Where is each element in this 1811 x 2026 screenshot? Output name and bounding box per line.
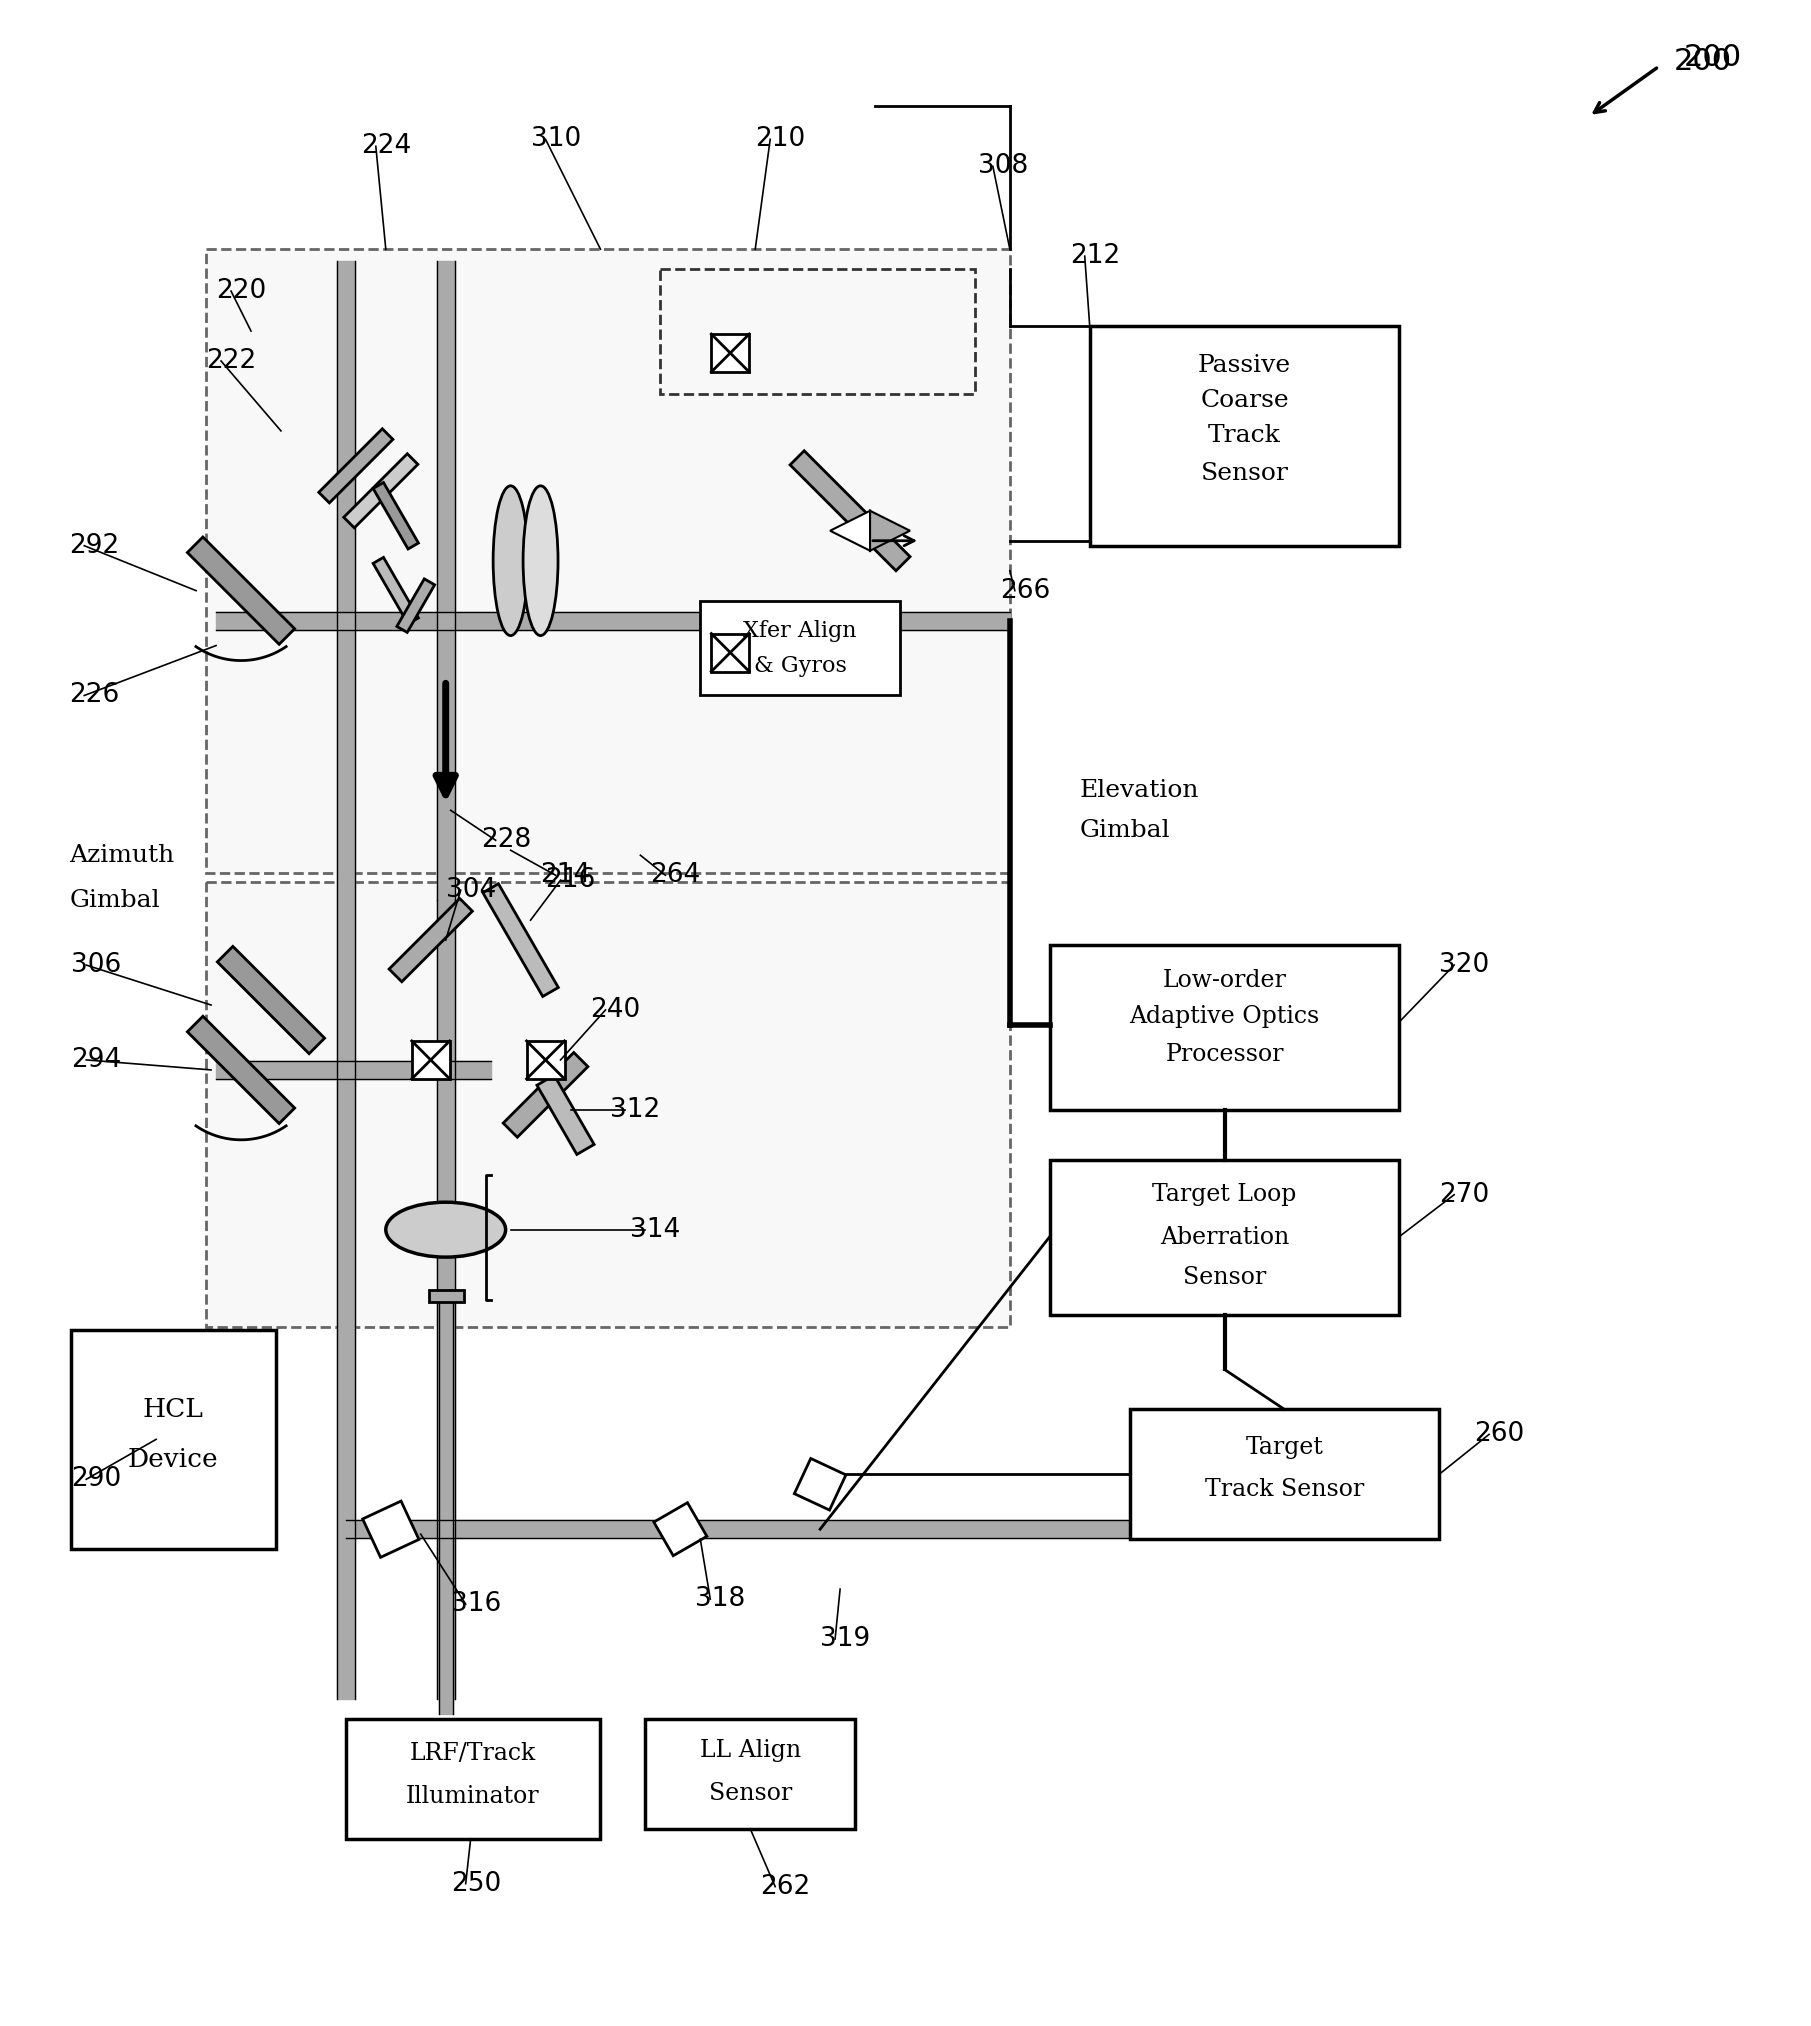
Text: 292: 292 bbox=[69, 533, 120, 559]
Text: Gimbal: Gimbal bbox=[69, 889, 159, 912]
Text: 240: 240 bbox=[590, 997, 641, 1023]
Text: & Gyros: & Gyros bbox=[753, 654, 846, 677]
Text: 226: 226 bbox=[69, 683, 120, 709]
Text: 316: 316 bbox=[451, 1590, 502, 1617]
Polygon shape bbox=[344, 454, 418, 529]
Bar bbox=[1050, 944, 1400, 1110]
Text: Target Loop: Target Loop bbox=[1152, 1183, 1297, 1205]
Text: 290: 290 bbox=[71, 1467, 121, 1493]
Text: 318: 318 bbox=[695, 1586, 746, 1613]
Bar bbox=[206, 249, 1011, 873]
Text: Device: Device bbox=[129, 1447, 219, 1471]
Text: Elevation: Elevation bbox=[1079, 778, 1199, 802]
Bar bbox=[1130, 1410, 1440, 1540]
Polygon shape bbox=[536, 1076, 594, 1155]
Polygon shape bbox=[790, 450, 911, 571]
Text: 308: 308 bbox=[978, 154, 1029, 178]
Bar bbox=[527, 1041, 565, 1080]
Text: 270: 270 bbox=[1440, 1181, 1489, 1207]
Text: 220: 220 bbox=[216, 278, 266, 304]
Text: 224: 224 bbox=[360, 134, 411, 160]
Text: 304: 304 bbox=[446, 877, 496, 904]
Text: 216: 216 bbox=[545, 867, 596, 893]
Polygon shape bbox=[869, 511, 909, 551]
Text: 250: 250 bbox=[451, 1870, 502, 1896]
Polygon shape bbox=[389, 898, 473, 983]
Text: 314: 314 bbox=[630, 1218, 681, 1242]
Text: Sensor: Sensor bbox=[1201, 462, 1288, 486]
Text: HCL: HCL bbox=[143, 1396, 203, 1422]
Bar bbox=[1050, 1159, 1400, 1315]
Text: 319: 319 bbox=[820, 1627, 871, 1651]
Text: Gimbal: Gimbal bbox=[1079, 819, 1170, 841]
Polygon shape bbox=[373, 557, 418, 624]
Polygon shape bbox=[397, 579, 435, 632]
Text: Xfer Align: Xfer Align bbox=[743, 620, 857, 642]
Text: Azimuth: Azimuth bbox=[69, 843, 174, 867]
Polygon shape bbox=[373, 482, 418, 549]
Text: 310: 310 bbox=[531, 126, 581, 152]
Bar bbox=[411, 1041, 449, 1080]
Text: 294: 294 bbox=[71, 1047, 121, 1074]
Text: Illuminator: Illuminator bbox=[406, 1785, 540, 1809]
Ellipse shape bbox=[493, 486, 529, 636]
Bar bbox=[645, 1718, 855, 1829]
Text: Sensor: Sensor bbox=[1183, 1266, 1266, 1289]
Bar bbox=[712, 334, 750, 373]
Text: 212: 212 bbox=[1070, 243, 1119, 269]
Polygon shape bbox=[503, 1054, 589, 1137]
Bar bbox=[701, 600, 900, 695]
Text: LRF/Track: LRF/Track bbox=[409, 1742, 536, 1765]
Polygon shape bbox=[187, 537, 295, 644]
Bar bbox=[661, 269, 974, 393]
Text: Adaptive Optics: Adaptive Optics bbox=[1130, 1005, 1320, 1029]
Text: 266: 266 bbox=[1000, 577, 1050, 604]
Text: Target: Target bbox=[1246, 1436, 1324, 1459]
Bar bbox=[346, 1718, 601, 1840]
Polygon shape bbox=[795, 1459, 846, 1509]
Polygon shape bbox=[319, 430, 393, 502]
Text: 222: 222 bbox=[206, 348, 257, 375]
Text: Passive: Passive bbox=[1197, 355, 1291, 377]
Text: 200: 200 bbox=[1673, 47, 1731, 75]
Text: 214: 214 bbox=[540, 863, 590, 887]
Text: 200: 200 bbox=[1684, 43, 1742, 73]
Polygon shape bbox=[217, 946, 324, 1054]
Bar bbox=[429, 1291, 464, 1301]
Ellipse shape bbox=[523, 486, 558, 636]
Text: 306: 306 bbox=[71, 952, 121, 979]
Text: 320: 320 bbox=[1440, 952, 1489, 979]
Polygon shape bbox=[484, 883, 558, 997]
Bar bbox=[712, 634, 750, 671]
Text: 264: 264 bbox=[650, 863, 701, 887]
Text: Aberration: Aberration bbox=[1159, 1226, 1289, 1250]
Text: Processor: Processor bbox=[1164, 1043, 1284, 1066]
Text: Sensor: Sensor bbox=[708, 1783, 791, 1805]
Bar bbox=[1090, 326, 1400, 545]
Text: Coarse: Coarse bbox=[1201, 389, 1289, 413]
Text: Low-order: Low-order bbox=[1163, 968, 1286, 991]
Bar bbox=[206, 881, 1011, 1327]
Text: Track: Track bbox=[1208, 423, 1280, 448]
Text: 210: 210 bbox=[755, 126, 806, 152]
Text: 312: 312 bbox=[610, 1096, 661, 1122]
Polygon shape bbox=[362, 1501, 418, 1558]
Text: 260: 260 bbox=[1474, 1422, 1525, 1447]
Text: LL Align: LL Align bbox=[699, 1740, 800, 1763]
Ellipse shape bbox=[386, 1201, 505, 1256]
Text: Track Sensor: Track Sensor bbox=[1204, 1477, 1364, 1501]
Text: 228: 228 bbox=[480, 827, 531, 853]
Polygon shape bbox=[654, 1503, 706, 1556]
Polygon shape bbox=[187, 1017, 295, 1124]
Polygon shape bbox=[829, 511, 869, 551]
Bar bbox=[71, 1329, 275, 1550]
Text: 262: 262 bbox=[761, 1874, 811, 1900]
